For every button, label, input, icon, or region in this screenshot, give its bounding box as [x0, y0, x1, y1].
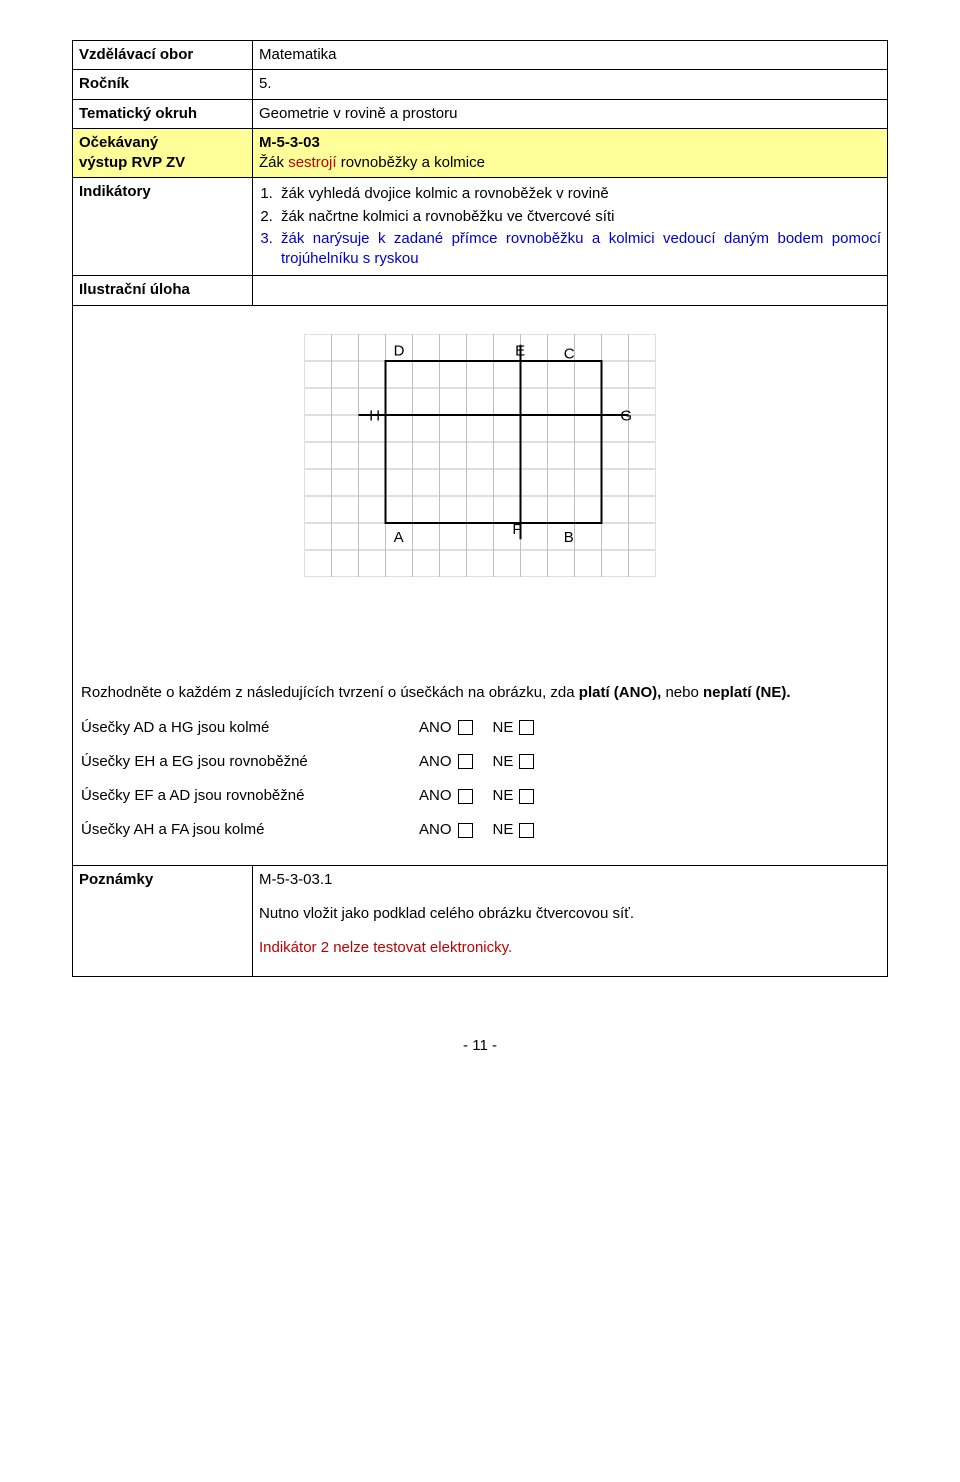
- poznamky-value: M-5-3-03.1 Nutno vložit jako podklad cel…: [253, 865, 888, 977]
- choice-ne-label-2: NE: [493, 786, 514, 806]
- okruh-value: Geometrie v rovině a prostoru: [253, 99, 888, 128]
- choice-ano-label-1: ANO: [419, 752, 452, 772]
- checkbox-ano-2[interactable]: [458, 789, 473, 804]
- answer-row-3: Úsečky AH a FA jsou kolmé ANO NE: [81, 820, 879, 840]
- ocekavany-text-pre: Žák: [259, 154, 288, 171]
- figure-label-E: E: [515, 342, 525, 359]
- choice-ne-2: NE: [493, 786, 535, 806]
- answer-row-1: Úsečky EH a EG jsou rovnoběžné ANO NE: [81, 752, 879, 772]
- rocnik-value: 5.: [253, 70, 888, 99]
- checkbox-ne-1[interactable]: [519, 754, 534, 769]
- indikator-3: žák narýsuje k zadané přímce rovnoběžku …: [277, 229, 881, 270]
- choice-ne-0: NE: [493, 718, 535, 738]
- indikatory-value: žák vyhledá dvojice kolmic a rovnoběžek …: [253, 178, 888, 276]
- indikatory-list: žák vyhledá dvojice kolmic a rovnoběžek …: [277, 184, 881, 269]
- answer-label-2: Úsečky EF a AD jsou rovnoběžné: [81, 786, 411, 806]
- checkbox-ano-0[interactable]: [458, 720, 473, 735]
- checkbox-ne-0[interactable]: [519, 720, 534, 735]
- poznamky-label: Poznámky: [73, 865, 253, 977]
- checkbox-ne-3[interactable]: [519, 823, 534, 838]
- ocekavany-value: M-5-3-03 Žák sestrojí rovnoběžky a kolmi…: [253, 128, 888, 178]
- choice-ano-label-2: ANO: [419, 786, 452, 806]
- choice-ano-1: ANO: [419, 752, 473, 772]
- checkbox-ano-3[interactable]: [458, 823, 473, 838]
- answer-choices-0: ANO NE: [419, 718, 534, 738]
- ilu-empty: [253, 276, 888, 305]
- figure-label-C: C: [564, 345, 575, 362]
- task-text: Rozhodněte o každém z následujících tvrz…: [81, 683, 879, 703]
- choice-ne-label-1: NE: [493, 752, 514, 772]
- task-intro-2: nebo: [661, 684, 703, 701]
- figure-label-B: B: [564, 528, 574, 545]
- figure-label-D: D: [394, 342, 405, 359]
- obor-value: Matematika: [253, 41, 888, 70]
- task-bold-1: platí (ANO),: [579, 684, 662, 701]
- answer-choices-3: ANO NE: [419, 820, 534, 840]
- answer-choices-1: ANO NE: [419, 752, 534, 772]
- choice-ano-label-3: ANO: [419, 820, 452, 840]
- ocekavany-text-post: rovnoběžky a kolmice: [337, 154, 485, 171]
- answer-choices-2: ANO NE: [419, 786, 534, 806]
- choice-ne-3: NE: [493, 820, 535, 840]
- spec-table: Vzdělávací obor Matematika Ročník 5. Tem…: [72, 40, 888, 977]
- answer-row-2: Úsečky EF a AD jsou rovnoběžné ANO NE: [81, 786, 879, 806]
- ilu-label: Ilustrační úloha: [73, 276, 253, 305]
- figure-label-A: A: [394, 528, 404, 545]
- choice-ne-1: NE: [493, 752, 535, 772]
- choice-ne-label-3: NE: [493, 820, 514, 840]
- choice-ano-3: ANO: [419, 820, 473, 840]
- ilu-cell: D E C H G A F B Rozhodněte o každém z následují…: [73, 305, 888, 865]
- answer-label-0: Úsečky AD a HG jsou kolmé: [81, 718, 411, 738]
- figure-label-G: G: [620, 407, 632, 424]
- ocekavany-label: Očekávaný výstup RVP ZV: [73, 128, 253, 178]
- choice-ne-label-0: NE: [493, 718, 514, 738]
- geometry-figure: D E C H G A F B: [305, 334, 656, 577]
- choice-ano-0: ANO: [419, 718, 473, 738]
- answer-label-3: Úsečky AH a FA jsou kolmé: [81, 820, 411, 840]
- poznamky-code: M-5-3-03.1: [259, 870, 881, 890]
- figure-wrap: D E C H G A F B: [305, 334, 656, 577]
- figure-label-H: H: [369, 407, 380, 424]
- ocekavany-code: M-5-3-03: [259, 134, 320, 151]
- task-bold-2: neplatí (NE).: [703, 684, 791, 701]
- indikator-2: žák načrtne kolmici a rovnoběžku ve čtve…: [277, 207, 881, 227]
- ocekavany-label-2: výstup RVP ZV: [79, 154, 185, 171]
- poznamky-note: Nutno vložit jako podklad celého obrázku…: [259, 904, 881, 924]
- indikator-1: žák vyhledá dvojice kolmic a rovnoběžek …: [277, 184, 881, 204]
- task-intro-1: Rozhodněte o každém z následujících tvrz…: [81, 684, 579, 701]
- figure-label-F: F: [512, 520, 521, 537]
- ocekavany-label-1: Očekávaný: [79, 134, 158, 151]
- poznamky-red: Indikátor 2 nelze testovat elektronicky.: [259, 938, 881, 958]
- okruh-label: Tematický okruh: [73, 99, 253, 128]
- rocnik-label: Ročník: [73, 70, 253, 99]
- ocekavany-text-red: sestrojí: [288, 154, 336, 171]
- choice-ano-2: ANO: [419, 786, 473, 806]
- answers: Úsečky AD a HG jsou kolméANONEÚsečky EH …: [81, 718, 879, 841]
- checkbox-ano-1[interactable]: [458, 754, 473, 769]
- obor-label: Vzdělávací obor: [73, 41, 253, 70]
- page-number: - 11 -: [72, 1037, 888, 1054]
- indikatory-label: Indikátory: [73, 178, 253, 276]
- answer-label-1: Úsečky EH a EG jsou rovnoběžné: [81, 752, 411, 772]
- choice-ano-label-0: ANO: [419, 718, 452, 738]
- checkbox-ne-2[interactable]: [519, 789, 534, 804]
- answer-row-0: Úsečky AD a HG jsou kolmé ANO NE: [81, 718, 879, 738]
